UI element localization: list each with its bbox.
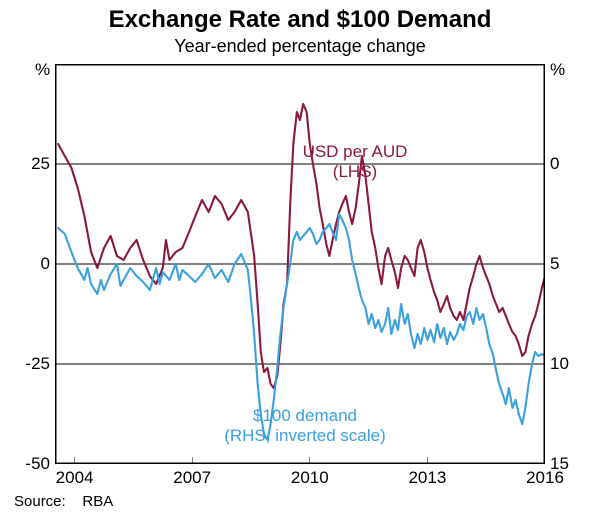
chart-subtitle: Year-ended percentage change: [0, 36, 600, 57]
left-axis-unit: %: [35, 60, 50, 80]
usd_label-label: USD per AUD(LHS): [265, 142, 445, 181]
plot-svg: [55, 64, 545, 464]
x-tick: 2004: [50, 468, 100, 488]
x-tick: 2016: [520, 468, 570, 488]
right-tick: 10: [550, 354, 600, 374]
x-tick: 2007: [167, 468, 217, 488]
source-value: RBA: [82, 493, 113, 510]
left-tick: 25: [0, 154, 50, 174]
x-tick: 2010: [285, 468, 335, 488]
x-tick: 2013: [402, 468, 452, 488]
plot-area: [55, 64, 545, 464]
right-axis-unit: %: [550, 60, 565, 80]
demand_label-label: $100 demand(RHS, inverted scale): [215, 406, 395, 445]
left-tick: -25: [0, 354, 50, 374]
chart-source: Source: RBA: [14, 493, 113, 510]
left-tick: 0: [0, 254, 50, 274]
source-label: Source:: [14, 493, 66, 510]
right-tick: 0: [550, 154, 600, 174]
left-tick: -50: [0, 454, 50, 474]
right-tick: 5: [550, 254, 600, 274]
chart-container: Exchange Rate and $100 Demand Year-ended…: [0, 0, 600, 516]
chart-title: Exchange Rate and $100 Demand: [0, 0, 600, 34]
